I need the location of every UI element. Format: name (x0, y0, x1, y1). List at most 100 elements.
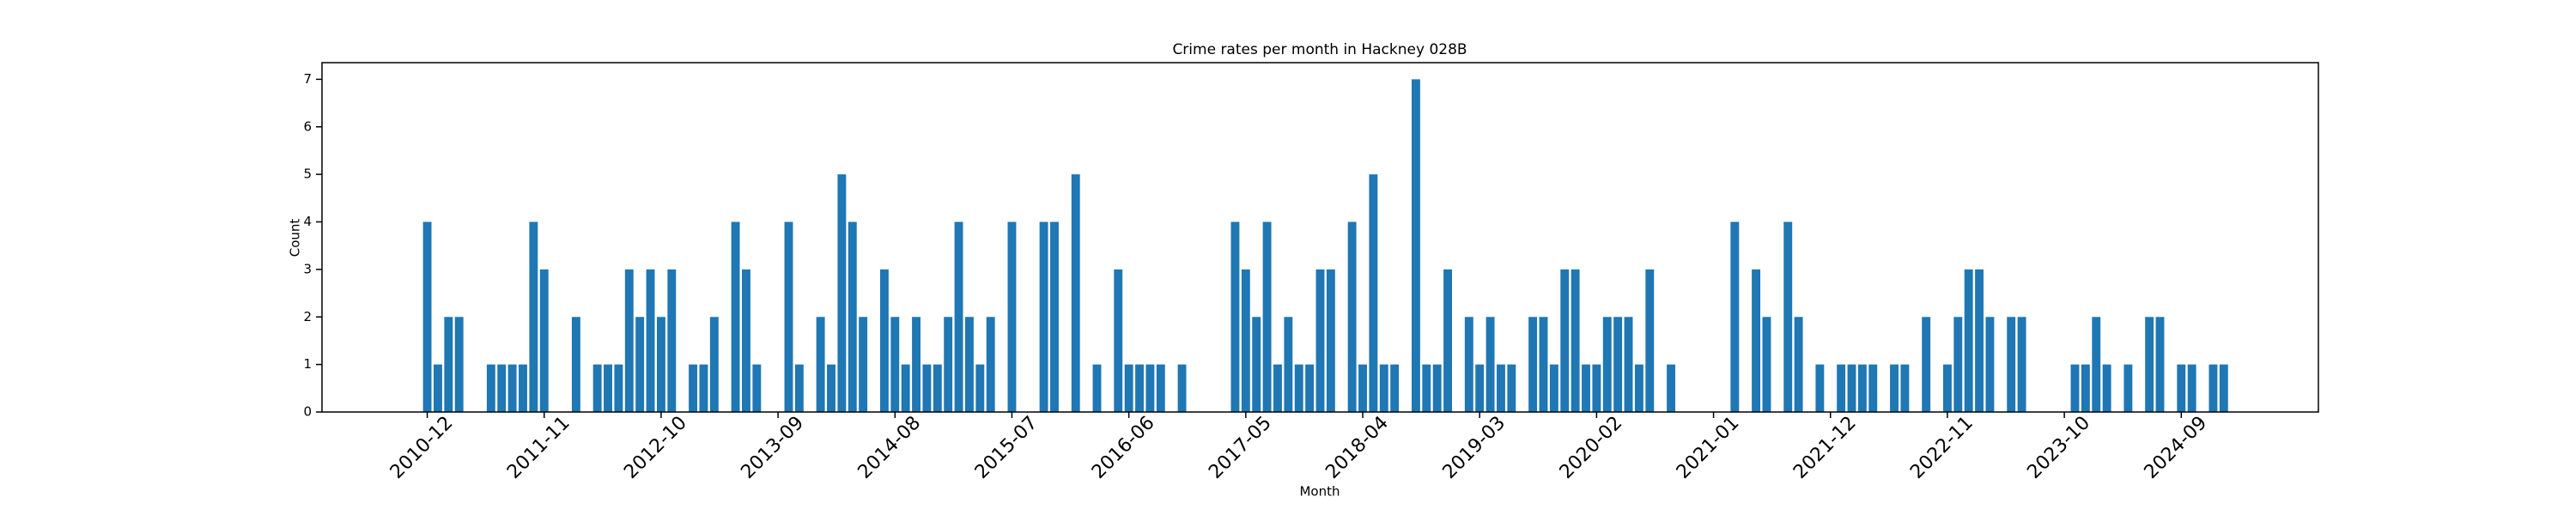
bar (912, 317, 921, 412)
bar (1230, 221, 1240, 412)
bar (604, 364, 612, 412)
bar (444, 317, 453, 412)
bar (1900, 364, 1910, 412)
bar (1145, 364, 1155, 412)
x-tick-label: 2023-10 (2023, 412, 2094, 483)
bar (784, 221, 793, 412)
bar (1549, 364, 1558, 412)
bar (1783, 221, 1793, 412)
bar (1135, 364, 1144, 412)
bar (689, 364, 698, 412)
bar (699, 364, 708, 412)
x-tick-label: 2012-10 (620, 412, 691, 483)
bar (1273, 364, 1282, 412)
x-tick-label: 2010-12 (386, 412, 458, 483)
bar (837, 174, 847, 412)
bar (1752, 269, 1761, 412)
bar (2187, 364, 2196, 412)
x-tick-label: 2013-09 (737, 412, 808, 483)
bar (1092, 364, 1102, 412)
bar (1124, 364, 1133, 412)
y-tick-label: 1 (303, 356, 312, 372)
bar (1890, 364, 1899, 412)
bar (1528, 317, 1538, 412)
bar (1815, 364, 1825, 412)
bar (1326, 269, 1335, 412)
bar (614, 364, 623, 412)
y-tick-label: 2 (303, 309, 312, 324)
bar (1007, 221, 1017, 412)
bar (2145, 317, 2154, 412)
bar (2102, 364, 2111, 412)
bar (1964, 269, 1973, 412)
x-tick-label: 2018-04 (1321, 412, 1393, 483)
bar (656, 317, 665, 412)
bar (901, 364, 910, 412)
bar (1794, 317, 1803, 412)
bar (507, 364, 517, 412)
bar (1358, 364, 1367, 412)
bar (1443, 269, 1453, 412)
x-tick-label: 2024-09 (2141, 412, 2212, 483)
bar (667, 269, 677, 412)
bar (1762, 317, 1771, 412)
x-tick-label: 2015-07 (971, 412, 1042, 483)
bar (497, 364, 507, 412)
bar (1613, 317, 1623, 412)
bar (2092, 317, 2101, 412)
bar (539, 269, 549, 412)
bar (1645, 269, 1655, 412)
bar (1071, 174, 1080, 412)
bar (1464, 317, 1473, 412)
bar (1039, 221, 1048, 412)
bar (2208, 364, 2218, 412)
bar (1177, 364, 1187, 412)
bar (1241, 269, 1250, 412)
y-tick-label: 3 (303, 261, 312, 276)
x-tick-label: 2011-11 (503, 412, 574, 483)
bar (1497, 364, 1505, 412)
y-tick-label: 5 (303, 167, 312, 182)
plot-frame (321, 62, 2319, 413)
bar (2081, 364, 2090, 412)
bar (486, 364, 495, 412)
x-tick-label: 2019-03 (1439, 412, 1510, 483)
bar (848, 221, 857, 412)
bar (2007, 317, 2016, 412)
bar (1868, 364, 1878, 412)
x-tick-label: 2022-11 (1906, 412, 1978, 483)
bar (1156, 364, 1165, 412)
bar (2070, 364, 2080, 412)
x-axis-label: Month (1299, 484, 1340, 500)
bar (646, 269, 655, 412)
x-tick-label: 2020-02 (1556, 412, 1627, 483)
bar (1975, 269, 1984, 412)
bar (1347, 221, 1357, 412)
bar (794, 364, 804, 412)
bar (2155, 317, 2165, 412)
y-tick-label: 0 (303, 404, 312, 420)
bar (742, 269, 750, 412)
bar (635, 317, 645, 412)
chart-title: Crime rates per month in Hackney 028B (1172, 41, 1467, 58)
bar (1369, 174, 1378, 412)
bar (454, 317, 464, 412)
bar (1571, 269, 1580, 412)
bar (944, 317, 953, 412)
bar (529, 221, 538, 412)
bar (965, 317, 974, 412)
y-tick-label: 4 (303, 214, 312, 229)
bar (519, 364, 527, 412)
bar (433, 364, 442, 412)
bar (1602, 317, 1612, 412)
bar (933, 364, 942, 412)
bar (2123, 364, 2133, 412)
bar (986, 317, 995, 412)
bar (1837, 364, 1846, 412)
bar (922, 364, 932, 412)
bar (1315, 269, 1325, 412)
bar (571, 317, 580, 412)
bar (827, 364, 835, 412)
bar (1050, 221, 1059, 412)
